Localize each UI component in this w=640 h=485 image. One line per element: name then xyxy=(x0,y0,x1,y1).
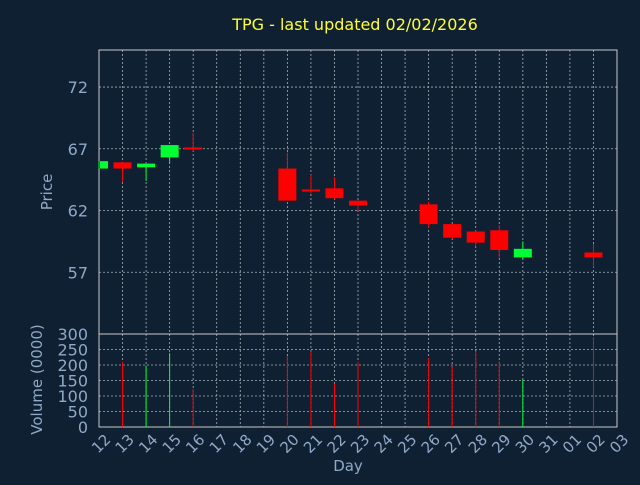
price-tick-label: 72 xyxy=(68,78,88,97)
volume-tick-label: 300 xyxy=(57,325,88,344)
day-tick-label: 26 xyxy=(418,431,444,457)
day-tick-label: 23 xyxy=(347,431,373,457)
candle-12 xyxy=(98,161,108,169)
candle-body xyxy=(325,188,344,199)
candle-22 xyxy=(325,177,344,200)
candle-16 xyxy=(184,132,203,152)
volume-tick-label: 50 xyxy=(68,403,88,422)
day-tick-label: 17 xyxy=(206,431,232,457)
volume-tick-label: 200 xyxy=(57,356,88,375)
candle-body xyxy=(100,161,108,169)
day-tick-label: 31 xyxy=(535,431,561,457)
day-tick-label: 22 xyxy=(324,431,350,457)
day-tick-label: 28 xyxy=(465,431,491,457)
candle-28 xyxy=(466,230,485,247)
candle-body xyxy=(513,248,532,258)
candle-13 xyxy=(113,162,132,183)
candle-body xyxy=(419,204,438,225)
candle-21 xyxy=(301,174,320,194)
day-tick-label: 02 xyxy=(583,431,609,457)
candle-body xyxy=(278,168,297,201)
day-tick-label: 18 xyxy=(229,431,255,457)
candle-body xyxy=(137,163,156,168)
candle-23 xyxy=(349,200,367,211)
day-tick-label: 16 xyxy=(182,431,208,457)
candle-body xyxy=(490,230,509,251)
candle-30 xyxy=(513,241,532,259)
day-tick-label: 03 xyxy=(606,431,632,457)
candle-27 xyxy=(443,224,462,239)
day-tick-label: 20 xyxy=(276,431,302,457)
candle-body xyxy=(160,145,179,158)
day-tick-label: 25 xyxy=(394,431,420,457)
volume-tick-label: 100 xyxy=(57,387,88,406)
volume-tick-label: 0 xyxy=(78,418,88,437)
candle-26 xyxy=(419,201,438,228)
candle-body xyxy=(301,189,320,192)
price-axis-label: Price xyxy=(38,174,56,211)
day-tick-label: 30 xyxy=(512,431,538,457)
day-tick-label: 19 xyxy=(253,431,279,457)
candle-02 xyxy=(584,243,603,268)
day-tick-label: 12 xyxy=(88,431,114,457)
day-tick-label: 14 xyxy=(135,431,161,457)
volume-tick-label: 150 xyxy=(57,372,88,391)
candle-body xyxy=(466,231,485,243)
candle-20 xyxy=(278,152,297,201)
price-tick-label: 57 xyxy=(68,263,88,282)
day-tick-label: 15 xyxy=(159,431,185,457)
candle-14 xyxy=(137,163,156,181)
price-tick-label: 67 xyxy=(68,140,88,159)
chart-title: TPG - last updated 02/02/2026 xyxy=(231,15,478,34)
day-tick-label: 24 xyxy=(371,431,397,457)
candle-body xyxy=(443,224,462,238)
price-tick-label: 62 xyxy=(68,202,88,221)
day-tick-label: 29 xyxy=(488,431,514,457)
candle-body xyxy=(349,200,367,206)
candle-body xyxy=(584,252,603,258)
day-tick-label: 27 xyxy=(441,431,467,457)
day-tick-label: 13 xyxy=(112,431,138,457)
candle-15 xyxy=(160,145,179,164)
candle-body xyxy=(113,162,132,169)
candle-body xyxy=(184,147,203,150)
volume-axis-label: Volume (0000) xyxy=(28,324,46,434)
candle-29 xyxy=(490,225,509,258)
day-tick-label: 21 xyxy=(300,431,326,457)
day-axis-label: Day xyxy=(333,457,363,475)
day-tick-label: 01 xyxy=(559,431,585,457)
volume-tick-label: 250 xyxy=(57,341,88,360)
